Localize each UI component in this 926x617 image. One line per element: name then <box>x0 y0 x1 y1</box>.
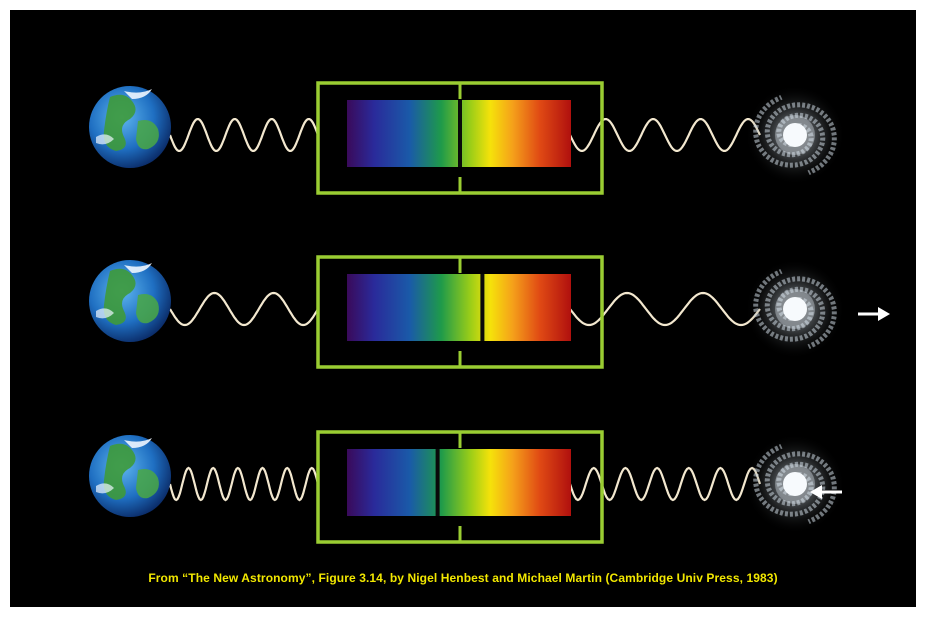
wave-left <box>169 291 319 327</box>
spectral-line <box>435 449 440 516</box>
wave-left <box>168 466 320 502</box>
spiral-galaxy-icon <box>745 259 845 359</box>
wave-right <box>568 466 762 502</box>
spiral-galaxy-icon <box>745 434 845 534</box>
row-receding <box>89 255 890 369</box>
arrow-left-icon <box>810 485 842 499</box>
spiral-galaxy-icon <box>745 85 845 185</box>
arrow-right-icon <box>858 307 890 321</box>
spectrum-strip <box>347 449 571 516</box>
wave-left <box>168 118 320 152</box>
row-approaching <box>89 430 845 544</box>
earth-icon <box>89 86 171 168</box>
spectrum-strip <box>347 274 571 341</box>
earth-icon <box>89 435 171 517</box>
figure-caption: From “The New Astronomy”, Figure 3.14, b… <box>148 571 778 585</box>
spectral-line <box>480 274 485 341</box>
wave-right <box>569 291 761 327</box>
earth-icon <box>89 260 171 342</box>
wave-right <box>569 118 761 152</box>
row-stationary <box>89 81 845 195</box>
spectral-line <box>458 100 462 167</box>
